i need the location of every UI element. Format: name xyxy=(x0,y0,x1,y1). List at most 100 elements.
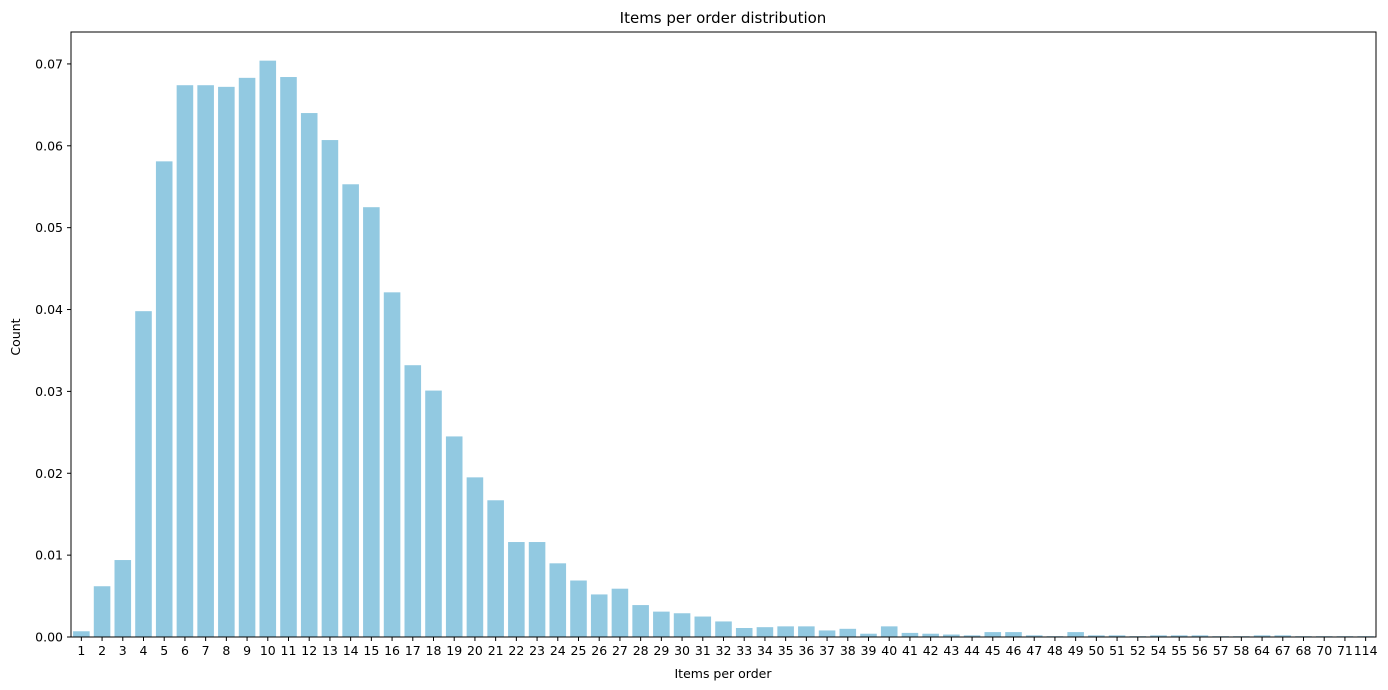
x-tick-label: 37 xyxy=(819,643,835,658)
x-tick-label: 114 xyxy=(1354,643,1378,658)
y-tick-label: 0.03 xyxy=(35,384,63,399)
bar-54 xyxy=(1150,635,1167,637)
bar-5 xyxy=(155,161,173,638)
x-tick-label: 14 xyxy=(343,643,359,658)
y-axis: 0.00 0.01 0.02 0.03 0.04 0.05 0.06 0.07 xyxy=(35,56,71,645)
x-axis-label: Items per order xyxy=(674,666,772,681)
bar-24 xyxy=(549,563,567,637)
x-tick-label: 17 xyxy=(405,643,421,658)
x-tick-label: 30 xyxy=(674,643,690,658)
bar-17 xyxy=(404,365,422,637)
bar-8 xyxy=(218,86,235,638)
bar-6 xyxy=(176,85,194,637)
bar-38 xyxy=(839,628,857,637)
y-tick-label: 0.05 xyxy=(35,220,63,235)
bar-55 xyxy=(1170,635,1188,637)
x-tick-label: 44 xyxy=(964,643,980,658)
x-tick-label: 36 xyxy=(798,643,814,658)
x-tick-label: 51 xyxy=(1109,643,1125,658)
bar-14 xyxy=(342,184,359,637)
x-tick-label: 46 xyxy=(1006,643,1022,658)
x-tick-label: 41 xyxy=(902,643,918,658)
bar-13 xyxy=(321,140,339,638)
x-tick-label: 13 xyxy=(322,643,338,658)
bar-37 xyxy=(818,630,836,637)
plot-frame xyxy=(70,31,1377,638)
bar-3 xyxy=(114,560,132,637)
bars-group xyxy=(73,60,1374,638)
x-tick-label: 64 xyxy=(1254,643,1270,658)
x-tick-label: 18 xyxy=(426,643,442,658)
x-tick-label: 57 xyxy=(1213,643,1229,658)
x-tick-label: 34 xyxy=(757,643,773,658)
x-tick-label: 48 xyxy=(1047,643,1063,658)
x-tick-label: 49 xyxy=(1068,643,1084,658)
y-tick-label: 0.04 xyxy=(35,302,63,317)
x-tick-label: 27 xyxy=(612,643,628,658)
x-tick-label: 8 xyxy=(222,643,230,658)
x-tick-label: 54 xyxy=(1151,643,1167,658)
bar-43 xyxy=(943,634,960,637)
bar-51 xyxy=(1108,635,1126,637)
bar-26 xyxy=(590,594,608,637)
bar-27 xyxy=(611,588,629,637)
bar-12 xyxy=(300,113,318,638)
bar-34 xyxy=(756,627,774,637)
x-tick-label: 9 xyxy=(243,643,251,658)
x-tick-label: 11 xyxy=(281,643,297,658)
bar-16 xyxy=(383,292,401,637)
x-tick-label: 71 xyxy=(1337,643,1353,658)
y-tick-label: 0.01 xyxy=(35,548,63,563)
y-tick-label: 0.07 xyxy=(35,56,63,71)
chart-title: Items per order distribution xyxy=(620,9,827,27)
bar-1 xyxy=(73,631,90,637)
x-tick-label: 32 xyxy=(716,643,732,658)
x-tick-label: 6 xyxy=(181,643,189,658)
x-tick-label: 25 xyxy=(571,643,587,658)
bar-29 xyxy=(653,611,670,637)
bar-42 xyxy=(922,633,939,637)
x-tick-label: 43 xyxy=(943,643,959,658)
x-tick-label: 7 xyxy=(202,643,210,658)
x-tick-label: 16 xyxy=(384,643,400,658)
x-tick-label: 52 xyxy=(1130,643,1146,658)
x-tick-label: 24 xyxy=(550,643,566,658)
x-axis: 1 2 3 4 5 6 7 8 9 10 11 12 13 14 15 16 17 18 19 20 21 22 23 24 2… xyxy=(77,637,1378,658)
bar-35 xyxy=(777,626,794,637)
bar-20 xyxy=(466,477,484,637)
x-tick-label: 42 xyxy=(923,643,939,658)
bar-25 xyxy=(570,580,587,637)
bar-36 xyxy=(798,626,815,637)
x-tick-label: 15 xyxy=(363,643,379,658)
bar-18 xyxy=(425,390,442,637)
x-tick-label: 26 xyxy=(591,643,607,658)
bar-45 xyxy=(984,632,1002,637)
bar-49 xyxy=(1067,632,1084,637)
bar-4 xyxy=(135,311,152,637)
y-tick-label: 0.02 xyxy=(35,466,63,481)
x-tick-label: 56 xyxy=(1192,643,1208,658)
y-axis-label: Count xyxy=(8,318,23,355)
bar-31 xyxy=(694,616,712,637)
bar-21 xyxy=(487,500,504,637)
bar-32 xyxy=(715,621,732,637)
x-tick-label: 50 xyxy=(1088,643,1104,658)
bar-44 xyxy=(963,635,981,637)
x-tick-label: 29 xyxy=(653,643,669,658)
x-tick-label: 70 xyxy=(1316,643,1332,658)
x-tick-label: 3 xyxy=(119,643,127,658)
x-tick-label: 23 xyxy=(529,643,545,658)
x-tick-label: 40 xyxy=(881,643,897,658)
x-tick-label: 10 xyxy=(260,643,276,658)
x-tick-label: 21 xyxy=(488,643,504,658)
x-tick-label: 2 xyxy=(98,643,106,658)
x-tick-label: 4 xyxy=(140,643,148,658)
bar-28 xyxy=(632,605,649,637)
x-tick-label: 38 xyxy=(840,643,856,658)
x-tick-label: 5 xyxy=(160,643,168,658)
bar-2 xyxy=(93,586,111,637)
bar-47 xyxy=(1025,635,1043,637)
bar-9 xyxy=(238,77,256,638)
